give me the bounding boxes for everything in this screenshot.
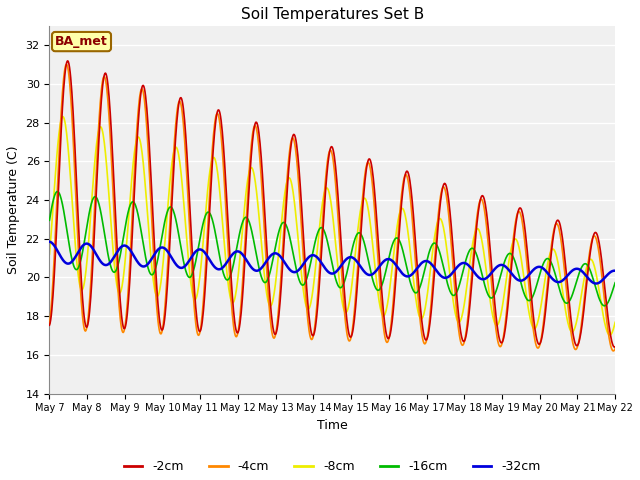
Legend: -2cm, -4cm, -8cm, -16cm, -32cm: -2cm, -4cm, -8cm, -16cm, -32cm	[119, 455, 546, 478]
X-axis label: Time: Time	[317, 419, 348, 432]
Y-axis label: Soil Temperature (C): Soil Temperature (C)	[7, 145, 20, 274]
Text: BA_met: BA_met	[55, 35, 108, 48]
Title: Soil Temperatures Set B: Soil Temperatures Set B	[241, 7, 424, 22]
